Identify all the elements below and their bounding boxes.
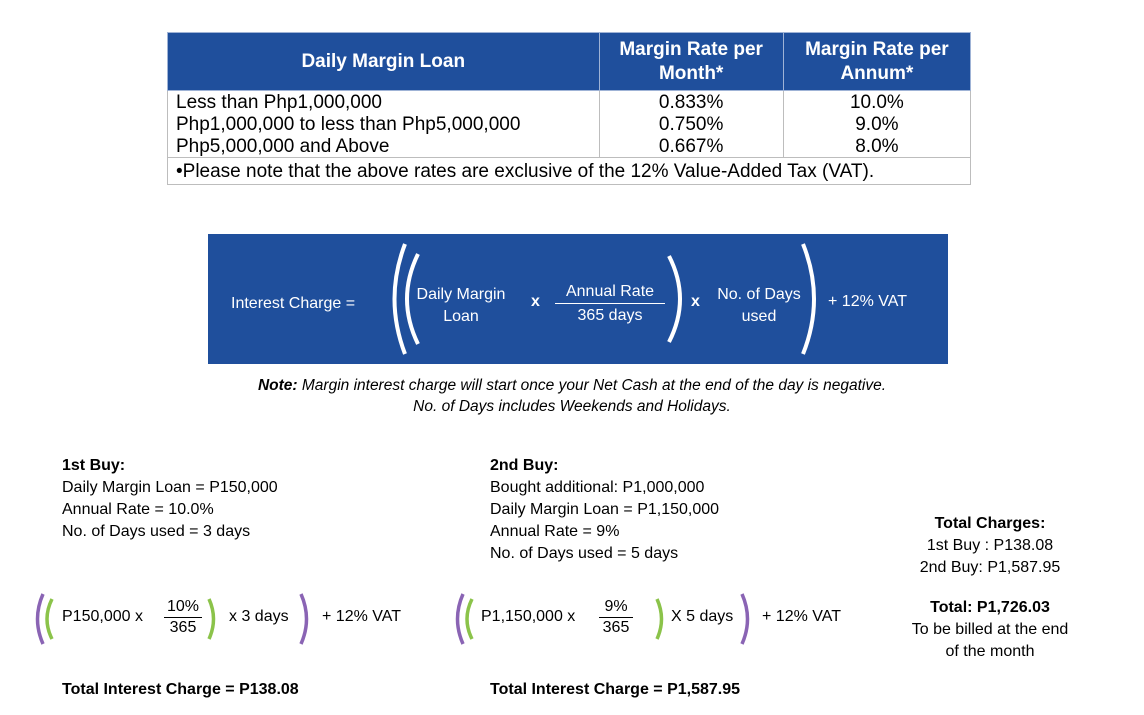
summary-title: Total Charges:	[934, 515, 1046, 532]
second-buy-amount: P1,150,000 x	[481, 608, 576, 625]
second-buy-details: 2nd Buy: Bought additional: P1,000,000 D…	[490, 455, 719, 565]
formula-vat: + 12% VAT	[828, 293, 907, 310]
loan-range-cell: Less than Php1,000,000	[167, 90, 600, 113]
table-row: Less than Php1,000,000 0.833% 10.0%	[167, 90, 972, 113]
summary-total: Total: P1,726.03	[930, 599, 1050, 616]
formula-annual-rate-fraction: Annual Rate 365 days	[555, 283, 665, 325]
outer-left-bracket-icon	[455, 593, 465, 645]
outer-right-bracket-icon	[740, 593, 750, 645]
vat-note: •Please note that the above rates are ex…	[167, 157, 971, 185]
formula-label: Interest Charge =	[231, 295, 356, 312]
first-buy-fraction: 10% 365	[164, 598, 202, 637]
annual-rate-cell: 10.0%	[782, 90, 972, 113]
first-buy-amount: P150,000 x	[62, 608, 143, 625]
table-header-row: Daily Margin Loan Margin Rate per Month* …	[167, 32, 972, 91]
second-buy-additional: Bought additional: P1,000,000	[490, 479, 705, 496]
summary-billing-note-1: To be billed at the end	[911, 621, 1069, 638]
header-daily-margin-loan: Daily Margin Loan	[167, 32, 600, 91]
second-buy-days: No. of Days used = 5 days	[490, 545, 679, 562]
second-buy-loan: Daily Margin Loan = P1,150,000	[490, 501, 720, 518]
formula-multiply-1: x	[531, 293, 540, 310]
first-buy-days: No. of Days used = 3 days	[62, 523, 251, 540]
second-buy-title: 2nd Buy:	[490, 457, 559, 474]
inner-left-bracket-icon	[465, 598, 474, 640]
formula-days-used: No. of Days used	[717, 286, 801, 325]
fraction-numerator: Annual Rate	[555, 283, 665, 304]
formula-multiply-2: x	[691, 293, 700, 310]
loan-range-cell: Php5,000,000 and Above	[167, 135, 600, 158]
second-buy-brackets	[455, 593, 750, 645]
fraction-numerator: 9%	[599, 598, 633, 618]
fraction-denominator: 365 days	[577, 307, 643, 324]
inner-right-bracket-icon	[655, 598, 664, 640]
second-buy-fraction: 9% 365	[599, 598, 633, 637]
outer-left-bracket-icon	[35, 593, 45, 645]
first-buy-title: 1st Buy:	[62, 457, 126, 474]
first-buy-rate: Annual Rate = 10.0%	[62, 501, 214, 518]
monthly-rate-cell: 0.833%	[598, 90, 784, 113]
note-days-include: No. of Days includes Weekends and Holida…	[413, 398, 731, 415]
summary-first-buy: 1st Buy : P138.08	[926, 537, 1054, 554]
outer-right-bracket-icon	[801, 243, 816, 355]
total-charges-summary: Total Charges: 1st Buy : P138.08 2nd Buy…	[890, 513, 1090, 663]
note-start-condition: Note: Margin interest charge will start …	[257, 377, 887, 394]
second-buy-rate: Annual Rate = 9%	[490, 523, 620, 540]
formula-brackets	[392, 243, 816, 355]
header-rate-per-annum: Margin Rate per Annum*	[782, 32, 972, 91]
outer-left-bracket-icon	[392, 243, 407, 355]
interest-formula-banner: Interest Charge = Daily Margin Loan x Ann…	[208, 234, 948, 364]
inner-right-bracket-icon	[667, 255, 682, 343]
inner-right-bracket-icon	[207, 598, 216, 640]
first-buy-days-term: x 3 days	[229, 608, 289, 625]
second-buy-total: Total Interest Charge = P1,587.95	[490, 681, 741, 698]
summary-second-buy: 2nd Buy: P1,587.95	[919, 559, 1061, 576]
formula-daily-margin-loan: Daily Margin Loan	[416, 286, 506, 325]
table-note-row: •Please note that the above rates are ex…	[167, 157, 971, 185]
first-buy-details: 1st Buy: Daily Margin Loan = P150,000 An…	[62, 455, 278, 543]
table-row: Php5,000,000 and Above 0.667% 8.0%	[167, 135, 972, 158]
first-buy-brackets	[35, 593, 309, 645]
fraction-denominator: 365	[169, 619, 197, 636]
fraction-numerator: 10%	[164, 598, 202, 618]
inner-left-bracket-icon	[405, 253, 420, 345]
outer-right-bracket-icon	[299, 593, 309, 645]
annual-rate-cell: 9.0%	[782, 113, 972, 135]
first-buy-total: Total Interest Charge = P138.08	[62, 681, 299, 698]
loan-range-cell: Php1,000,000 to less than Php5,000,000	[167, 113, 600, 135]
monthly-rate-cell: 0.750%	[598, 113, 784, 135]
first-buy-vat: + 12% VAT	[322, 608, 401, 625]
margin-rates-table: Daily Margin Loan Margin Rate per Month* …	[167, 32, 972, 185]
second-buy-vat: + 12% VAT	[762, 608, 841, 625]
summary-billing-note-2: of the month	[945, 643, 1035, 660]
monthly-rate-cell: 0.667%	[598, 135, 784, 158]
inner-left-bracket-icon	[45, 598, 54, 640]
second-buy-days-term: X 5 days	[671, 608, 734, 625]
annual-rate-cell: 8.0%	[782, 135, 972, 158]
fraction-denominator: 365	[602, 619, 630, 636]
first-buy-loan: Daily Margin Loan = P150,000	[62, 479, 278, 496]
table-row: Php1,000,000 to less than Php5,000,000 0…	[167, 113, 972, 135]
header-rate-per-month: Margin Rate per Month*	[598, 32, 784, 91]
